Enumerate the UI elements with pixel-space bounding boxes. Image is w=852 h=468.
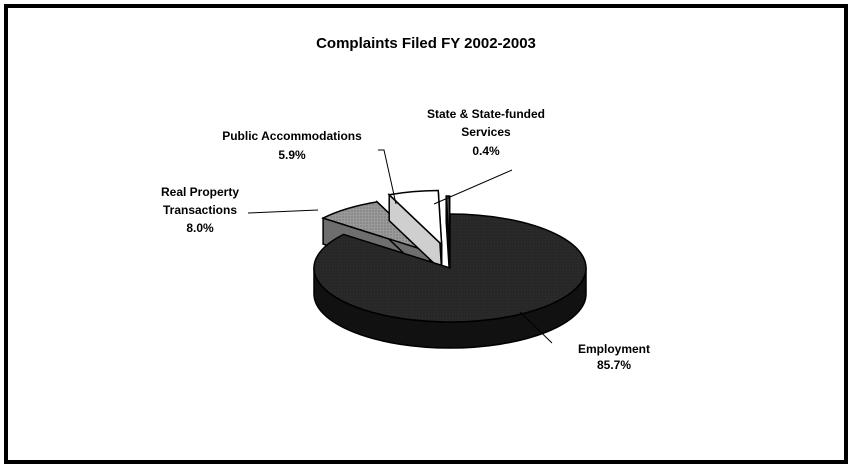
label-public-accommodations-pct: 5.9% [278, 148, 306, 162]
slice-label-employment: Employment 85.7% [578, 342, 650, 372]
slice-state-services [445, 195, 451, 277]
label-employment-name: Employment [578, 342, 650, 356]
label-public-accommodations-name: Public Accommodations [222, 129, 362, 143]
slice-real-property-texture [323, 201, 430, 252]
leader-state-services [433, 169, 513, 205]
leader-real-property [247, 209, 319, 214]
label-real-property-name-1: Real Property [161, 185, 239, 199]
leader-public-accommodations [378, 149, 397, 205]
label-state-services-pct: 0.4% [472, 144, 500, 158]
label-real-property-name-2: Transactions [163, 203, 237, 217]
label-employment-pct: 85.7% [597, 358, 631, 372]
slice-label-state-services: State & State-funded Services 0.4% [427, 107, 545, 158]
slice-label-real-property: Real Property Transactions 8.0% [161, 185, 239, 235]
slice-public-accommodations [387, 189, 443, 273]
chart-title: Complaints Filed FY 2002-2003 [316, 35, 536, 52]
label-state-services-name-1: State & State-funded [427, 107, 545, 121]
slice-state-services-texture [446, 196, 450, 251]
slice-employment [313, 213, 587, 349]
label-state-services-name-2: Services [461, 125, 511, 139]
leader-employment [519, 311, 553, 344]
slice-label-public-accommodations: Public Accommodations 5.9% [222, 129, 362, 162]
slice-public-accommodations-top [387, 189, 443, 247]
slice-employment-texture [314, 214, 587, 322]
label-real-property-pct: 8.0% [186, 221, 214, 235]
